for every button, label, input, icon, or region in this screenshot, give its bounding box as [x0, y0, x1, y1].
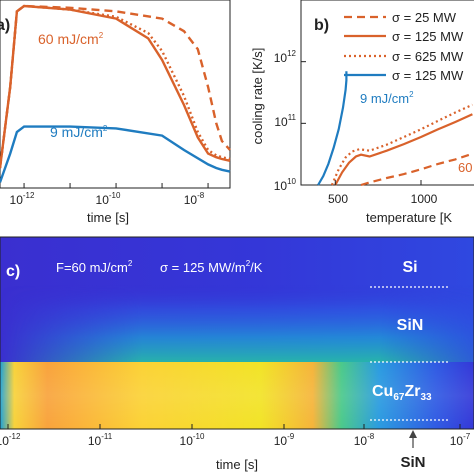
panel-a-xtick-2: 10-10 [96, 191, 121, 207]
panel-a-series-3 [0, 4, 231, 169]
panel-b-ticks [301, 61, 422, 186]
panel-a-letter: a) [0, 17, 10, 34]
panel-b-annotation-9: 9 mJ/cm2 [360, 90, 414, 106]
panel-c-sigma: σ = 125 MW/m2/K [160, 259, 263, 275]
layer-label-cuzr: Cu67Zr33 [372, 383, 432, 403]
panel-b-series [317, 71, 473, 187]
panel-b-series-2 [334, 113, 473, 186]
panel-a-series-4 [0, 125, 231, 183]
panel-a-ticks [23, 183, 209, 188]
legend-label-3: σ = 625 MW [392, 49, 464, 64]
layer-label-sin: SiN [397, 317, 424, 334]
panel-a-series-1 [0, 4, 231, 169]
panel-c-fluence: F=60 mJ/cm2 [56, 259, 133, 275]
panel-b-xtick-1: 500 [328, 192, 348, 206]
panel-b-annotation-60: 60 [458, 160, 472, 175]
panel-b-letter: b) [314, 17, 329, 34]
panel-c-xtick-3: 10-10 [180, 432, 205, 448]
legend-label-2: σ = 125 MW [392, 29, 464, 44]
panel-c-xtick-2: 10-11 [88, 432, 113, 448]
panel-a-annotation-9: 9 mJ/cm2 [50, 124, 108, 140]
panel-c-xtick-6: 10-7 [450, 432, 471, 448]
panel-b: cooling rate [K/s] b) σ = 25 MW σ = 125 … [250, 0, 474, 225]
panel-c-arrow-label: SiN [400, 454, 425, 471]
panel-a-series-2 [0, 4, 231, 169]
panel-b-xtick-2: 1000 [411, 192, 438, 206]
panel-a-annotation-60: 60 mJ/cm2 [38, 31, 104, 47]
layer-label-si: Si [402, 259, 417, 276]
panel-b-ytick-2: 1011 [274, 113, 296, 129]
panel-b-ytick-1: 1010 [274, 177, 297, 193]
panel-c-letter: c) [6, 263, 20, 280]
panel-a-xtick-1: 10-12 [10, 191, 35, 207]
panel-c-frame [0, 236, 474, 430]
panel-b-legend: σ = 25 MW σ = 125 MW σ = 625 MW σ = 125 … [344, 10, 464, 83]
heatmap-sin-glow [0, 285, 474, 365]
panel-a-frame [0, 0, 231, 189]
panel-c-xtick-5: 10-8 [354, 432, 375, 448]
panel-c-xtick-4: 10-9 [274, 432, 295, 448]
panel-b-ylabel: cooling rate [K/s] [250, 48, 265, 145]
panel-a: a) 60 mJ/cm2 9 mJ/cm2 10-12 10-10 10-8 t… [0, 0, 231, 225]
panel-b-series-1 [330, 103, 473, 186]
panel-b-xlabel: temperature [K [366, 210, 452, 225]
panel-a-xlabel: time [s] [87, 210, 129, 225]
panel-c-xtick-1: 10-12 [0, 432, 21, 448]
arrow-icon [409, 430, 417, 448]
legend-label-1: σ = 25 MW [392, 10, 457, 25]
legend-label-4: σ = 125 MW [392, 68, 464, 83]
panel-c-xlabel: time [s] [216, 457, 258, 472]
panel-c: c) F=60 mJ/cm2 σ = 125 MW/m2/K Si SiN Cu… [0, 236, 474, 472]
panel-c-ticks [7, 424, 461, 429]
panel-a-series [0, 4, 231, 183]
heatmap-cu-shade [0, 362, 474, 429]
panel-b-frame [300, 0, 474, 186]
panel-a-xtick-3: 10-8 [184, 191, 205, 207]
panel-b-series-4 [317, 71, 348, 186]
panel-b-ytick-3: 1012 [274, 49, 297, 65]
panel-b-series-3 [360, 152, 473, 187]
